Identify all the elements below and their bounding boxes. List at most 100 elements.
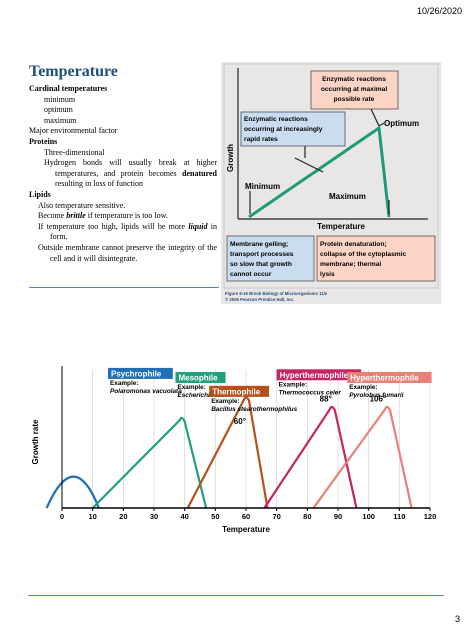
box-protein-denaturation-line: membrane; thermal: [320, 261, 381, 268]
x-tick-label: 30: [150, 512, 158, 521]
box-membrane-gelling-line: Membrane gelling;: [230, 241, 288, 248]
series-example-label: Example:: [349, 384, 377, 391]
box-enzymatic-increasing: [240, 111, 346, 147]
figure-copyright: © 2006 Pearson Prentice Hall, Inc.: [225, 297, 294, 302]
box-protein-denaturation-line: lysis: [320, 271, 335, 278]
major-factor: Major environmental factor: [29, 126, 118, 136]
box-enzymatic-increasing-line: occurring at increasingly: [244, 126, 323, 133]
optimum-label: 60°: [234, 417, 246, 426]
optimum-label: Optimum: [384, 119, 419, 128]
cardinal-heading: Cardinal temperatures: [29, 84, 108, 93]
box-membrane-gelling: [226, 235, 315, 282]
pointer-optimum-tick: [378, 122, 385, 127]
cardinal-temperature-figure: Growth Temperature Minimum Optimum Maxim…: [221, 62, 441, 304]
x-axis-label: Temperature: [222, 525, 270, 534]
x-tick-label: 90: [334, 512, 342, 521]
series-example-name: Escherichia coli: [177, 392, 226, 399]
series-example-label: Example:: [110, 380, 138, 387]
emphasis-liquid: liquid: [188, 221, 208, 231]
growth-curve: [248, 126, 391, 219]
series-example-name: Polaromonas vacuolata: [110, 388, 182, 395]
series-title-box: [209, 385, 270, 397]
box-membrane-gelling-line: transport processes: [230, 251, 294, 258]
x-tick-label: 10: [88, 512, 96, 521]
text-run: Become: [38, 211, 67, 221]
series-title: Hyperthermophile: [350, 374, 419, 383]
proteins-item: Three-dimensional: [44, 147, 105, 157]
box-protein-denaturation: [316, 235, 436, 282]
series-example-name: Bacillus stearothermophilus: [211, 406, 297, 413]
x-tick-label: 110: [393, 512, 405, 521]
lipids-item: If temperature too high, lipids will be …: [29, 222, 217, 243]
series-title: Thermophile: [212, 387, 261, 396]
series-example-label: Example:: [177, 384, 205, 391]
growth-curve: [186, 396, 269, 509]
proteins-hydrogen-note: Hydrogen bonds will usually break at hig…: [29, 158, 217, 190]
series-title: Hyperthermophile: [280, 371, 349, 380]
minimum-label: Minimum: [245, 182, 280, 191]
cardinal-item: maximum: [44, 115, 77, 125]
x-tick-label: 80: [303, 512, 311, 521]
box-enzymatic-maximal-line: Enzymatic reactions: [322, 76, 386, 83]
divider-left: [29, 287, 219, 288]
growth-curve: [312, 405, 413, 509]
series-example-label: Example:: [211, 398, 239, 405]
page-date: 10/26/2020: [416, 6, 462, 16]
series-title-box: [276, 369, 362, 381]
x-tick-label: 60: [242, 512, 250, 521]
text-run: If temperature too high, lipids will be …: [38, 221, 189, 231]
x-tick-label: 100: [362, 512, 375, 521]
slide-title: Temperature: [29, 63, 118, 80]
series-title: Psychrophile: [111, 369, 162, 378]
divider-bottom: [28, 595, 444, 596]
growth-curve: [263, 405, 358, 509]
growth-curve: [45, 475, 100, 509]
x-tick-label: 0: [60, 512, 64, 521]
lipids-heading: Lipids: [29, 189, 51, 199]
text-run: resulting in loss of function: [55, 179, 143, 189]
page-number: 3: [454, 614, 460, 624]
x-tick-label: 50: [211, 512, 219, 521]
box-protein-denaturation-line: collapse of the cytoplasmic: [320, 251, 406, 258]
pointer-optimum: [370, 108, 380, 127]
box-enzymatic-increasing-line: rapid rates: [244, 136, 278, 143]
series-example-name: Thermococcus celer: [279, 389, 342, 396]
cardinal-item: minimum: [44, 94, 76, 104]
maximum-label: Maximum: [329, 192, 366, 201]
series-title-box: [347, 372, 432, 384]
slide-notes: Cardinal temperatures minimum optimum ma…: [29, 84, 217, 264]
box-membrane-gelling-line: cannot occur: [230, 271, 272, 278]
x-tick-label: 20: [119, 512, 127, 521]
series-title-box: [175, 372, 226, 384]
growth-rate-chart: Growth rate Temperature 4°PsychrophileEx…: [26, 362, 446, 534]
x-tick-label: 40: [180, 512, 188, 521]
box-enzymatic-maximal-line: occurring at maximal: [321, 86, 387, 93]
series-example-name: Pyrolobus fumarii: [349, 392, 404, 399]
x-axis-label: Temperature: [317, 222, 365, 231]
box-enzymatic-maximal-line: possible rate: [334, 96, 375, 103]
series-title-box: [108, 367, 173, 379]
box-membrane-gelling-line: so slow that growth: [230, 261, 292, 268]
text-run: in form.: [50, 221, 217, 242]
cardinal-item: optimum: [44, 105, 73, 115]
figure-caption: Figure 6-16 Brock Biology of Microorgani…: [225, 291, 328, 296]
series-title: Mesophile: [178, 374, 218, 383]
box-enzymatic-maximal: [310, 70, 399, 110]
text-run: Hydrogen bonds will usually break at hig…: [44, 158, 217, 178]
growth-curve: [91, 416, 208, 509]
pointer-increasing: [294, 157, 324, 173]
proteins-heading: Proteins: [29, 136, 58, 146]
lipids-item: Also temperature sensitive.: [38, 200, 126, 210]
optimum-label: 106°: [370, 395, 387, 404]
y-axis-label: Growth: [226, 144, 235, 172]
box-protein-denaturation-line: Protein denaturation;: [320, 241, 387, 248]
x-tick-label: 120: [424, 512, 437, 521]
lipids-item: Become brittle if temperature is too low…: [29, 211, 217, 222]
box-enzymatic-increasing-line: Enzymatic reactions: [244, 116, 308, 123]
y-axis-label: Growth rate: [31, 419, 40, 464]
optimum-label: 88°: [320, 395, 332, 404]
lipids-item: Outside membrane cannot preserve the int…: [38, 242, 217, 263]
series-example-label: Example:: [279, 381, 307, 388]
text-run: if temperature is too low.: [85, 211, 168, 221]
emphasis-brittle: brittle: [66, 211, 86, 221]
